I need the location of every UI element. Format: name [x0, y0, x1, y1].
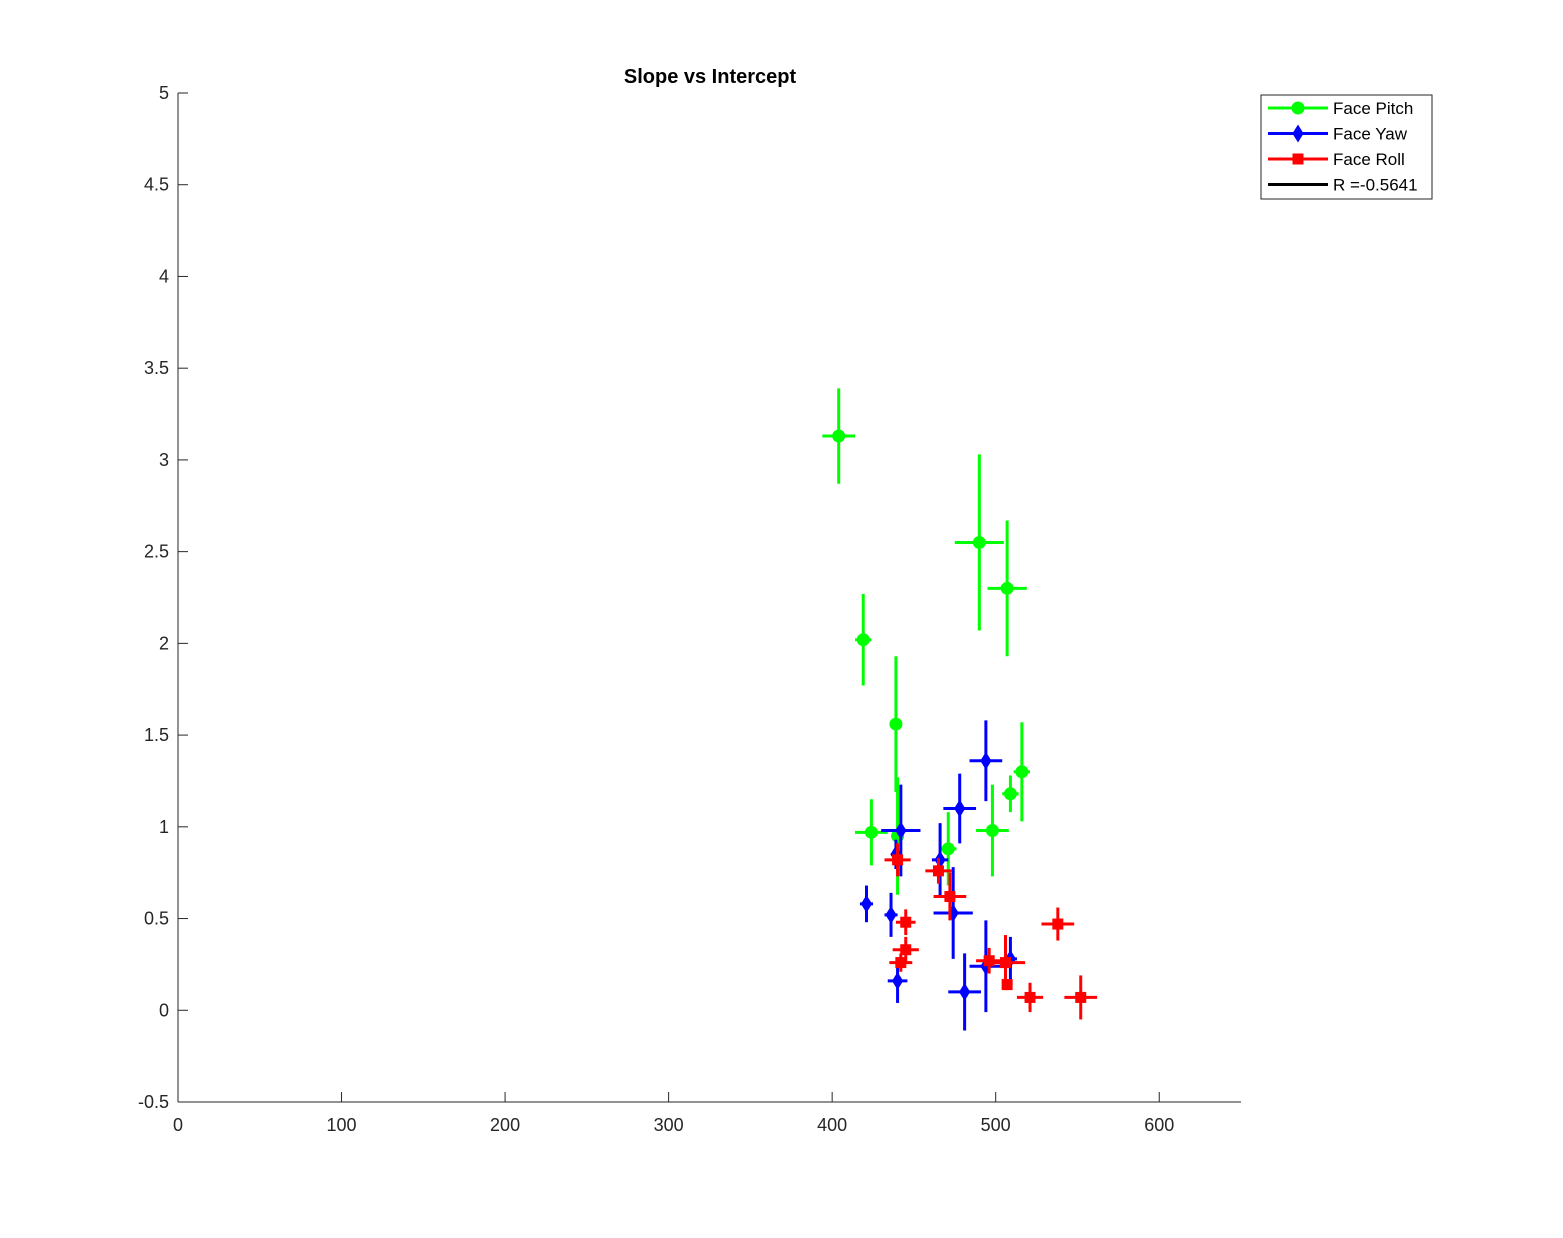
y-tick-label: 1	[159, 817, 169, 837]
data-point-face-roll	[933, 872, 967, 921]
point-marker	[1024, 991, 1036, 1003]
point-marker	[1000, 581, 1014, 595]
point-marker	[1052, 918, 1064, 930]
point-marker	[983, 955, 995, 967]
legend: Face Pitch Face Yaw Face Roll R =-0.5641	[1260, 94, 1433, 200]
data-point-face-roll	[1041, 907, 1075, 941]
point-marker	[892, 854, 904, 866]
data-point-face-yaw	[943, 773, 977, 844]
legend-label: Face Yaw	[1333, 125, 1408, 144]
point-marker	[889, 717, 903, 731]
data-point-face-pitch	[1013, 722, 1031, 822]
chart-title: Slope vs Intercept	[624, 66, 797, 88]
x-tick-label: 600	[1144, 1115, 1174, 1135]
point-marker	[980, 751, 992, 770]
point-marker	[944, 891, 956, 903]
data-point-face-roll	[1016, 982, 1044, 1013]
data-point-face-roll	[1001, 979, 1013, 991]
point-marker	[895, 821, 907, 840]
data-point-face-pitch	[976, 784, 1009, 877]
data-point-face-roll	[884, 843, 911, 877]
legend-label: Face Roll	[1333, 150, 1405, 169]
point-marker	[1003, 787, 1017, 801]
data-point-face-pitch	[889, 656, 903, 792]
point-marker	[832, 429, 846, 443]
y-tick-label: 3.5	[144, 358, 169, 378]
point-marker	[856, 633, 870, 647]
point-marker	[900, 944, 912, 956]
legend-item-face-yaw: Face Yaw	[1268, 125, 1408, 144]
plot-area	[822, 388, 1098, 1031]
data-point-face-yaw	[884, 892, 898, 937]
y-tick-label: 5	[159, 83, 169, 103]
point-marker	[864, 825, 878, 839]
x-tick-label: 300	[654, 1115, 684, 1135]
legend-label: R =-0.5641	[1333, 176, 1418, 195]
legend-box	[1260, 94, 1433, 200]
y-tick-label: 0	[159, 1000, 169, 1020]
y-tick-label: 0.5	[144, 909, 169, 929]
y-tick-label: 3	[159, 450, 169, 470]
point-marker	[885, 905, 897, 924]
legend-item-r-0-5641: R =-0.5641	[1268, 176, 1418, 195]
point-marker	[1075, 991, 1087, 1003]
point-marker	[860, 894, 873, 913]
data-point-face-roll	[976, 947, 1003, 974]
data-point-face-pitch	[855, 799, 888, 866]
data-point-face-yaw	[969, 720, 1003, 802]
y-tick-label: 2	[159, 633, 169, 653]
x-tick-label: 500	[981, 1115, 1011, 1135]
data-point-face-roll	[1064, 975, 1098, 1020]
x-tick-label: 400	[817, 1115, 847, 1135]
data-point-face-roll	[889, 953, 913, 972]
data-point-face-yaw	[969, 920, 1003, 1013]
y-tick-label: 2.5	[144, 542, 169, 562]
legend-marker	[1292, 124, 1304, 143]
data-point-face-yaw	[859, 885, 874, 923]
data-point-face-pitch	[855, 593, 872, 686]
point-marker	[959, 982, 971, 1001]
data-point-face-roll	[925, 858, 952, 884]
series-face-pitch	[822, 388, 1031, 895]
point-marker	[941, 842, 955, 856]
x-tick-label: 200	[490, 1115, 520, 1135]
point-marker	[1015, 765, 1029, 779]
point-marker	[932, 865, 944, 877]
series-face-roll	[884, 843, 1098, 1020]
point-marker	[1001, 979, 1013, 991]
y-tick-label: 1.5	[144, 725, 169, 745]
legend-marker	[1292, 153, 1304, 165]
legend-label: Face Pitch	[1333, 99, 1413, 118]
point-marker	[895, 957, 907, 969]
point-marker	[900, 916, 912, 928]
point-marker	[985, 823, 999, 837]
data-point-face-roll	[895, 909, 916, 936]
legend-item-face-roll: Face Roll	[1268, 150, 1405, 169]
point-marker	[972, 535, 986, 549]
point-marker	[891, 971, 904, 990]
data-point-face-pitch	[940, 812, 957, 886]
data-point-face-yaw	[931, 823, 949, 897]
data-point-face-pitch	[1002, 775, 1019, 813]
axes: 0 100 200 300 400 500 600-0.500.511.522.533.54…	[138, 83, 1241, 1135]
data-point-face-pitch	[987, 520, 1027, 657]
point-marker	[1000, 957, 1012, 969]
data-point-face-pitch	[822, 388, 856, 484]
data-point-face-yaw	[948, 953, 981, 1031]
y-tick-label: -0.5	[138, 1092, 169, 1112]
x-tick-label: 100	[327, 1115, 357, 1135]
legend-marker	[1291, 101, 1305, 115]
x-tick-label: 0	[173, 1115, 183, 1135]
y-tick-label: 4.5	[144, 175, 169, 195]
y-tick-label: 4	[159, 266, 169, 286]
point-marker	[954, 799, 966, 818]
data-point-face-pitch	[954, 454, 1004, 631]
legend-item-face-pitch: Face Pitch	[1268, 99, 1413, 118]
